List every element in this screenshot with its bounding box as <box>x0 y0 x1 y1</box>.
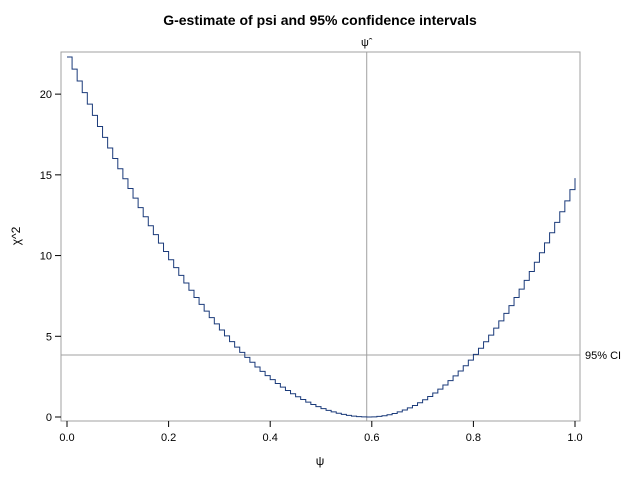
reference-label-horizontal: 95% CI <box>585 350 621 362</box>
x-tick-label: 0.6 <box>364 432 379 444</box>
x-axis-label: ψ <box>316 454 325 468</box>
y-tick-label: 20 <box>40 89 52 101</box>
x-tick-label: 0.2 <box>161 432 176 444</box>
reference-label-vertical: ψˆ <box>361 37 373 49</box>
y-tick-label: 10 <box>40 251 52 263</box>
y-axis-label: χ^2 <box>9 226 23 245</box>
series-line <box>67 56 576 418</box>
y-tick-label: 15 <box>40 170 52 182</box>
x-tick-label: 0.4 <box>263 432 278 444</box>
x-tick-label: 0.0 <box>59 432 74 444</box>
plot-frame <box>60 51 581 422</box>
x-tick-label: 1.0 <box>567 432 582 444</box>
y-tick-label: 0 <box>46 412 52 424</box>
x-tick-label: 0.8 <box>466 432 481 444</box>
chart-title: G-estimate of psi and 95% confidence int… <box>163 12 477 28</box>
y-tick-label: 5 <box>46 331 52 343</box>
